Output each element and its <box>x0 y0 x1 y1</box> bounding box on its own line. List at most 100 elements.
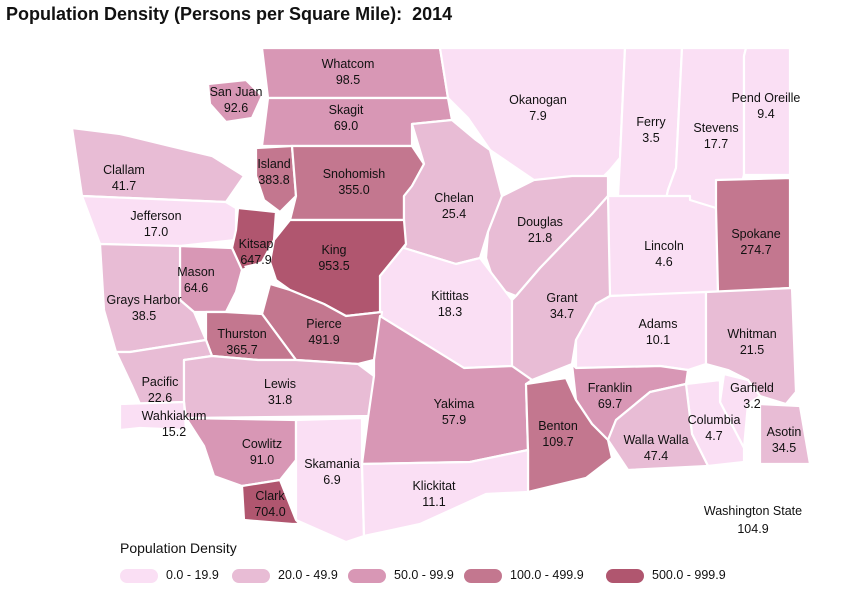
county-value-label: 15.2 <box>162 425 186 439</box>
county-value-label: 34.5 <box>772 441 796 455</box>
legend-swatch <box>464 569 502 583</box>
county-name-label: Kitsap <box>239 237 274 251</box>
legend-swatch <box>348 569 386 583</box>
state-total: Washington State 104.9 <box>683 504 823 536</box>
county-value-label: 4.7 <box>705 429 722 443</box>
county-name-label: Mason <box>177 265 215 279</box>
county-wahkiakum <box>118 400 188 432</box>
county-name-label: Clallam <box>103 163 145 177</box>
county-value-label: 69.0 <box>334 119 358 133</box>
county-name-label: Clark <box>255 489 285 503</box>
county-name-label: Grays Harbor <box>106 293 181 307</box>
county-value-label: 274.7 <box>740 243 771 257</box>
county-value-label: 10.1 <box>646 333 670 347</box>
county-name-label: Walla Walla <box>623 433 688 447</box>
county-name-label: Lincoln <box>644 239 684 253</box>
county-value-label: 3.2 <box>743 397 760 411</box>
county-value-label: 4.6 <box>655 255 672 269</box>
county-value-label: 109.7 <box>542 435 573 449</box>
county-value-label: 21.5 <box>740 343 764 357</box>
legend-label: 50.0 - 99.9 <box>394 568 454 582</box>
county-value-label: 92.6 <box>224 101 248 115</box>
county-name-label: Klickitat <box>412 479 456 493</box>
county-pend-oreille <box>742 46 792 177</box>
map-title: Population Density (Persons per Square M… <box>6 4 453 24</box>
county-value-label: 9.4 <box>757 107 774 121</box>
county-klickitat <box>360 448 530 538</box>
county-name-label: Thurston <box>217 327 266 341</box>
county-name-label: Whatcom <box>322 57 375 71</box>
county-walla-walla <box>606 382 710 472</box>
county-value-label: 21.8 <box>528 231 552 245</box>
legend-label: 100.0 - 499.9 <box>510 568 584 582</box>
county-name-label: Chelan <box>434 191 474 205</box>
county-value-label: 11.1 <box>422 495 445 509</box>
legend-label: 0.0 - 19.9 <box>166 568 219 582</box>
county-name-label: San Juan <box>210 85 263 99</box>
county-value-label: 22.6 <box>148 391 172 405</box>
county-cowlitz <box>184 416 298 488</box>
county-value-label: 953.5 <box>318 259 349 273</box>
county-value-label: 34.7 <box>550 307 574 321</box>
county-value-label: 647.9 <box>240 253 271 267</box>
county-name-label: Cowlitz <box>242 437 282 451</box>
state-name: Washington State <box>703 504 803 518</box>
legend-title: Population Density <box>120 540 237 556</box>
county-value-label: 3.5 <box>642 131 659 145</box>
county-name-label: Grant <box>546 291 578 305</box>
legend-label: 20.0 - 49.9 <box>278 568 338 582</box>
puget-sound-water <box>238 176 270 314</box>
county-mason <box>178 244 244 314</box>
county-name-label: Benton <box>538 419 578 433</box>
county-value-label: 25.4 <box>442 207 466 221</box>
legend-swatch <box>120 569 158 583</box>
county-name-label: Adams <box>639 317 678 331</box>
county-value-label: 355.0 <box>338 183 369 197</box>
county-name-label: Garfield <box>730 381 774 395</box>
county-value-label: 41.7 <box>112 179 136 193</box>
county-value-label: 17.0 <box>144 225 168 239</box>
county-name-label: Skamania <box>304 457 360 471</box>
state-value: 104.9 <box>737 522 769 536</box>
county-name-label: King <box>321 243 346 257</box>
county-name-label: Yakima <box>434 397 475 411</box>
county-name-label: Snohomish <box>323 167 386 181</box>
county-name-label: Lewis <box>264 377 296 391</box>
county-value-label: 31.8 <box>268 393 292 407</box>
county-name-label: Okanogan <box>509 93 567 107</box>
county-value-label: 383.8 <box>258 173 289 187</box>
county-name-label: Pend Oreille <box>732 91 801 105</box>
county-name-label: Skagit <box>329 103 364 117</box>
county-value-label: 7.9 <box>529 109 546 123</box>
county-value-label: 47.4 <box>644 449 668 463</box>
county-adams <box>574 290 708 372</box>
county-value-label: 91.0 <box>250 453 274 467</box>
county-value-label: 69.7 <box>598 397 622 411</box>
county-asotin <box>758 402 812 466</box>
county-name-label: Kittitas <box>431 289 469 303</box>
county-value-label: 365.7 <box>226 343 257 357</box>
county-name-label: Whitman <box>727 327 776 341</box>
county-skamania <box>294 416 366 544</box>
county-value-label: 17.7 <box>704 137 728 151</box>
county-value-label: 38.5 <box>132 309 156 323</box>
county-value-label: 6.9 <box>323 473 340 487</box>
county-name-label: Asotin <box>767 425 802 439</box>
county-name-label: Pacific <box>142 375 179 389</box>
county-value-label: 64.6 <box>184 281 208 295</box>
legend-swatch <box>606 569 644 583</box>
county-clallam <box>70 126 246 204</box>
county-name-label: Stevens <box>693 121 738 135</box>
legend-swatch <box>232 569 270 583</box>
county-name-label: Spokane <box>731 227 780 241</box>
county-value-label: 57.9 <box>442 413 466 427</box>
county-value-label: 704.0 <box>254 505 285 519</box>
county-name-label: Pierce <box>306 317 341 331</box>
county-name-label: Wahkiakum <box>142 409 207 423</box>
county-value-label: 491.9 <box>308 333 339 347</box>
county-san-juan <box>206 78 264 124</box>
legend-label: 500.0 - 999.9 <box>652 568 726 582</box>
county-name-label: Jefferson <box>130 209 181 223</box>
county-clark <box>240 478 302 526</box>
